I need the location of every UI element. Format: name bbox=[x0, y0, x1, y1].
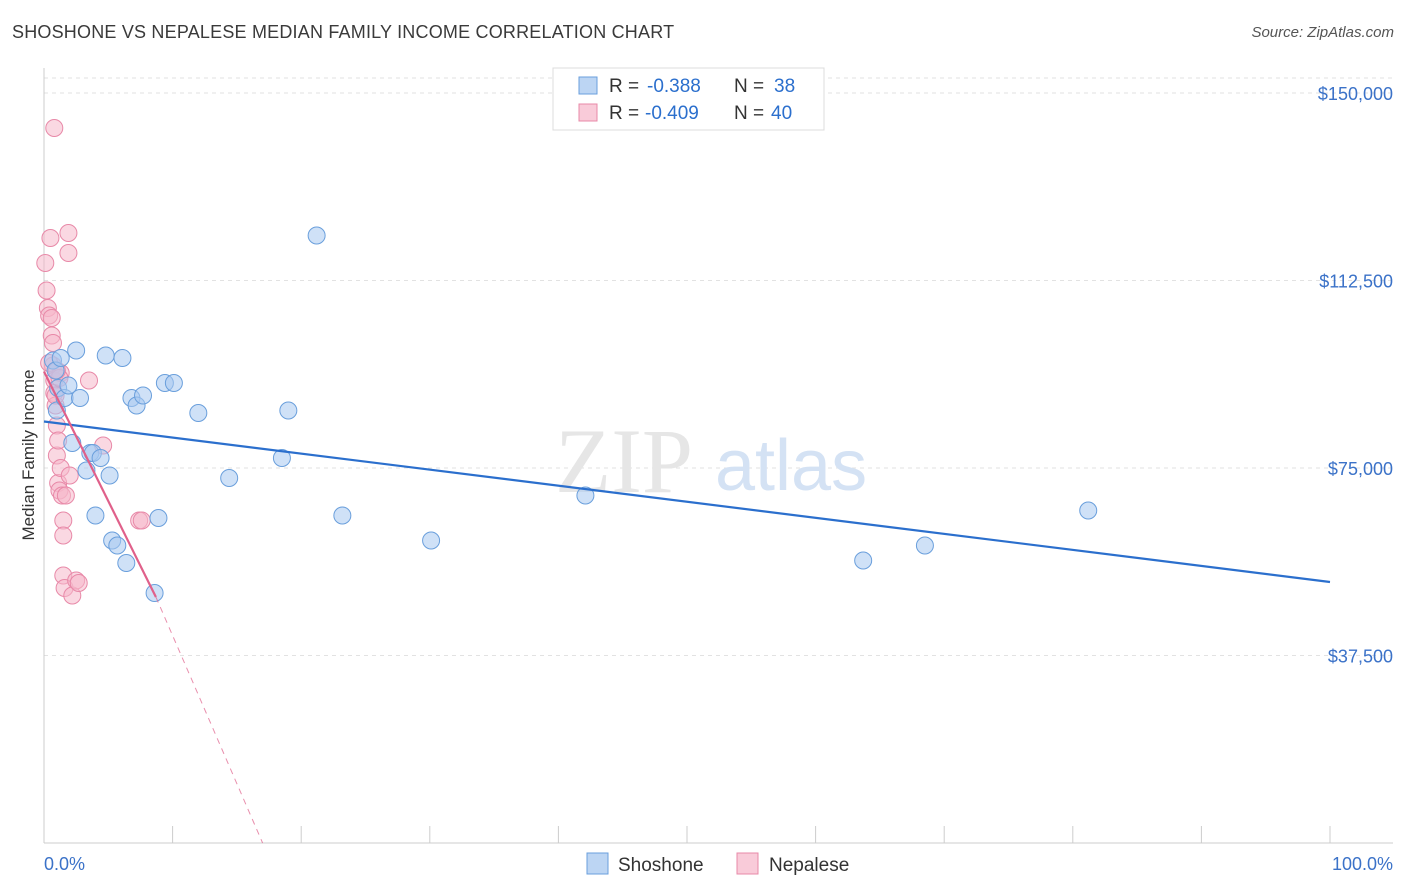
shoshone-point bbox=[307, 226, 326, 245]
nepalese-point bbox=[59, 244, 78, 262]
y-tick-labels: $150,000 $112,500 $75,000 $37,500 bbox=[1318, 84, 1393, 667]
legend-n-label: N = bbox=[734, 103, 764, 124]
shoshone-point bbox=[576, 486, 595, 505]
shoshone-point bbox=[63, 434, 82, 452]
y-tick-label: $112,500 bbox=[1319, 272, 1393, 292]
shoshone-point bbox=[86, 506, 105, 525]
bottom-legend-shoshone: Shoshone bbox=[618, 855, 704, 876]
shoshone-point bbox=[67, 341, 86, 360]
y-tick-label: $75,000 bbox=[1328, 459, 1393, 479]
nepalese-point bbox=[59, 224, 78, 242]
shoshone-point bbox=[220, 469, 239, 487]
nepalese-point bbox=[80, 371, 99, 390]
bottom-legend-swatch-shoshone bbox=[586, 852, 609, 875]
nepalese-point bbox=[47, 416, 66, 435]
axes bbox=[43, 68, 1393, 844]
nepalese-point bbox=[54, 526, 73, 545]
nepalese-point bbox=[132, 511, 151, 530]
nepalese-point bbox=[69, 574, 88, 592]
shoshone-point bbox=[134, 386, 153, 405]
x-tick-label-min: 0.0% bbox=[44, 854, 85, 874]
shoshone-point bbox=[164, 374, 183, 392]
shoshone-point bbox=[100, 466, 119, 485]
shoshone-point bbox=[117, 554, 136, 572]
shoshone-point bbox=[422, 531, 441, 550]
y-axis-label: Median Family Income bbox=[19, 369, 38, 540]
legend-swatch-nepalese bbox=[578, 103, 598, 122]
shoshone-point bbox=[71, 389, 90, 407]
shoshone-point bbox=[108, 536, 127, 555]
x-tick-labels: 0.0% 100.0% bbox=[44, 854, 1393, 874]
source-label: Source: ZipAtlas.com bbox=[1251, 24, 1394, 41]
nepalese-trendline-extension bbox=[155, 596, 264, 844]
nepalese-point bbox=[42, 309, 61, 327]
shoshone-point bbox=[333, 506, 352, 525]
y-tick-label: $37,500 bbox=[1328, 647, 1393, 667]
shoshone-series bbox=[44, 226, 1098, 602]
nepalese-point bbox=[37, 281, 56, 300]
shoshone-point bbox=[272, 449, 291, 467]
nepalese-point bbox=[60, 466, 79, 485]
legend-box bbox=[552, 67, 825, 131]
grid-lines bbox=[44, 77, 1393, 656]
nepalese-point bbox=[44, 334, 63, 352]
legend-swatch-shoshone bbox=[578, 76, 598, 95]
legend-n-label: N = bbox=[734, 76, 764, 97]
trendlines bbox=[43, 371, 1331, 844]
nepalese-point bbox=[36, 254, 55, 272]
watermark-zip: ZIP bbox=[555, 410, 693, 512]
nepalese-point bbox=[54, 511, 73, 530]
shoshone-point bbox=[96, 346, 115, 365]
legend: R = -0.388 N = 38 R = -0.409 N = 40 bbox=[552, 67, 825, 131]
nepalese-point bbox=[41, 229, 60, 247]
shoshone-point bbox=[1079, 501, 1098, 520]
shoshone-point bbox=[91, 449, 110, 467]
legend-r-label: R = bbox=[609, 103, 639, 124]
chart-title: SHOSHONE VS NEPALESE MEDIAN FAMILY INCOM… bbox=[12, 22, 675, 42]
legend-n-value: 38 bbox=[774, 76, 795, 97]
legend-r-value: -0.409 bbox=[645, 103, 699, 124]
nepalese-point bbox=[56, 486, 75, 505]
shoshone-point bbox=[59, 376, 78, 395]
y-tick-label: $150,000 bbox=[1318, 84, 1393, 104]
shoshone-trendline bbox=[43, 420, 1331, 584]
nepalese-point bbox=[45, 119, 64, 137]
shoshone-point bbox=[189, 404, 208, 422]
shoshone-point bbox=[149, 509, 168, 527]
watermark-atlas: atlas bbox=[715, 426, 867, 506]
legend-n-value: 40 bbox=[771, 103, 792, 124]
bottom-legend: Shoshone Nepalese bbox=[586, 852, 849, 876]
shoshone-point bbox=[915, 536, 934, 555]
nepalese-trendline bbox=[43, 371, 157, 598]
watermark: ZIP atlas bbox=[555, 410, 867, 512]
shoshone-point bbox=[854, 551, 873, 570]
legend-r-label: R = bbox=[609, 76, 639, 97]
bottom-legend-swatch-nepalese bbox=[736, 852, 759, 875]
legend-r-value: -0.388 bbox=[647, 76, 701, 97]
shoshone-point bbox=[113, 349, 132, 367]
shoshone-point bbox=[51, 349, 70, 367]
shoshone-point bbox=[279, 401, 298, 420]
bottom-legend-nepalese: Nepalese bbox=[769, 855, 849, 876]
x-tick-label-max: 100.0% bbox=[1332, 854, 1393, 874]
